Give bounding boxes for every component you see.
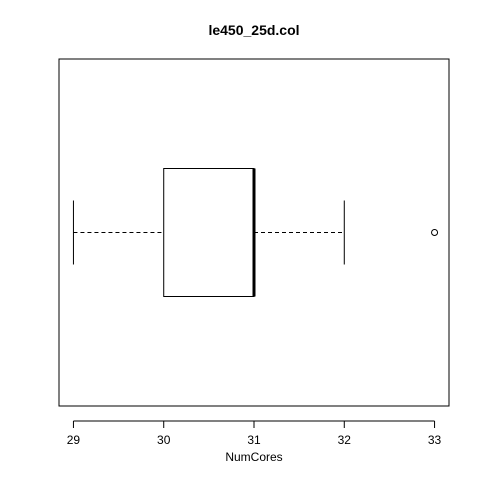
outlier-point bbox=[431, 229, 439, 236]
chart-title: le450_25d.col bbox=[208, 22, 299, 38]
plot-frame bbox=[58, 58, 450, 407]
x-axis-label: NumCores bbox=[225, 450, 282, 464]
boxplot-marks bbox=[72, 168, 439, 297]
x-tick-label: 31 bbox=[247, 433, 261, 447]
iqr-box bbox=[163, 168, 255, 297]
x-tick-label: 33 bbox=[428, 433, 442, 447]
x-tick-label: 32 bbox=[338, 433, 352, 447]
x-tick-label: 29 bbox=[67, 433, 81, 447]
x-axis: 29 30 31 32 33 bbox=[67, 420, 442, 447]
x-tick-label: 30 bbox=[157, 433, 171, 447]
